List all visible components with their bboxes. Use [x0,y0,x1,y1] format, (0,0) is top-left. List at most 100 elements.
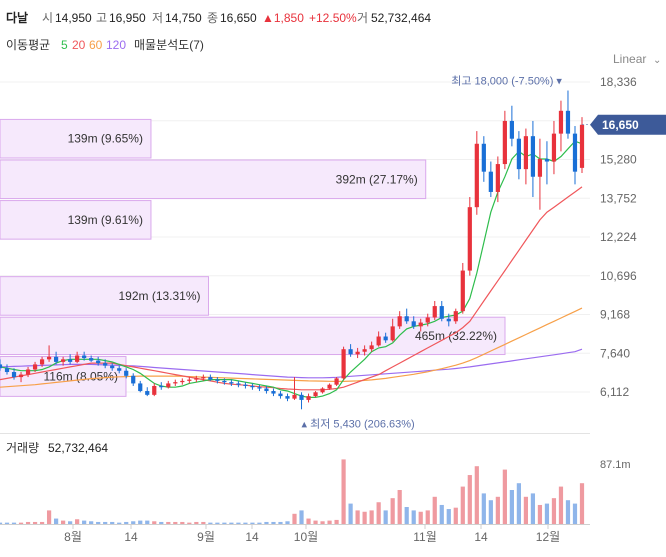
close-value: 16,650 [220,11,257,25]
volume-bar [509,490,514,524]
volume-profile: 139m (9.65%) 392m (27.17%) 139m (9.61%) 192… [0,118,506,397]
volume-bar [376,502,381,524]
scale-selector[interactable]: Linear [613,52,646,66]
x-tick-label: 11월 [413,530,437,544]
volume-bar [250,522,255,524]
volume-bar [32,521,38,524]
volume-bar [46,510,52,524]
candle-body [222,380,227,383]
volume-bar [467,475,472,524]
volume-bar [397,490,402,524]
volume-profile-label: 392m (27.17%) [336,172,418,186]
candle-body [334,378,339,385]
candle-body [208,377,213,380]
volume-profile-label: 116m (8.05%) [43,369,117,383]
volume-bar [502,469,507,524]
candle-body [572,133,578,172]
candle-body [299,394,304,400]
candle-body [327,384,332,389]
volume-panel-value: 52,732,464 [48,441,108,455]
low-label: 저 [152,11,163,25]
x-tick-label: 8월 [64,530,82,544]
volume-bar [264,521,269,524]
chevron-down-icon[interactable]: ⌄ [653,55,661,66]
price-axis: 18,336 15,280 13,752 12,224 10,696 9,168 7,640… [600,75,637,399]
volume-bar [222,522,227,524]
candle-body [432,306,437,318]
volume-profile-label: 465m (32.22%) [415,329,497,343]
volume-bar [516,483,521,524]
candle-body [516,138,521,170]
candle-body [103,363,108,366]
candle-body [32,364,38,370]
volume-bar [110,521,115,524]
volume-bar [103,521,108,524]
candle-body [187,379,192,381]
candle-body [124,370,129,376]
volume-bar [271,521,276,524]
volume-bar [544,503,550,524]
ma60-line [0,307,583,388]
volume-bar [432,496,437,524]
candle-body [271,391,276,394]
volume-bar [425,510,430,524]
volume-bar [453,507,458,524]
volume-bar [131,521,136,524]
volume-bar [495,496,500,524]
period-label: 다날 [6,10,28,25]
candle-body [502,120,507,165]
ma-20-label: 20 [72,38,86,52]
candle-body [509,120,514,139]
ma-label[interactable]: 이동평균 [6,38,50,52]
candle-body [201,377,206,379]
volume-bar [243,522,248,524]
candle-body [488,171,493,192]
volume-label: 거 [357,11,368,25]
volume-bar [551,498,557,524]
candle-body [61,359,66,362]
volume-bar [355,510,360,524]
volume-profile-label[interactable]: 매물분석도(7) [134,38,204,52]
volume-axis-tick: 87.1m [600,459,631,471]
candle-body [68,359,73,362]
candle-body [11,372,17,378]
x-tick-label: 14 [474,530,488,544]
volume-profile-label: 192m (13.31%) [118,289,200,303]
candle-body [89,358,94,361]
volume-bar [201,521,206,524]
volume-bar [82,520,87,524]
candle-body [418,322,423,327]
ma-60-label: 60 [89,38,103,52]
low-annotation: ▴ 최저 5,430 (206.63%) [302,417,415,430]
volume-bar [53,518,59,524]
candle-body [25,369,31,375]
candle-body [453,311,458,322]
candle-body [348,349,353,355]
candle-body [579,124,585,168]
volume-bar [404,507,409,524]
volume-bar [173,521,178,524]
candle-body [159,385,164,388]
volume-bar [418,511,423,524]
ma5-line [0,140,583,398]
volume-bar [215,522,220,524]
candle-body [411,321,416,327]
volume-bar [327,520,332,524]
candle-body [313,392,318,397]
candle-body [18,374,24,378]
volume-profile-bar [0,118,152,159]
volume-bar [348,503,353,524]
volume-profile-bar [0,159,427,200]
candle-body [138,383,143,392]
candle-body [320,388,325,393]
volume-bar [565,500,571,524]
candle-body [558,110,564,134]
y-tick-label: 15,280 [600,153,637,167]
candle-body [53,356,59,362]
open-label: 시 [42,11,53,25]
candle-body [369,345,374,350]
volume-bar [229,522,234,524]
candle-body [75,355,80,362]
candle-body [474,143,479,208]
